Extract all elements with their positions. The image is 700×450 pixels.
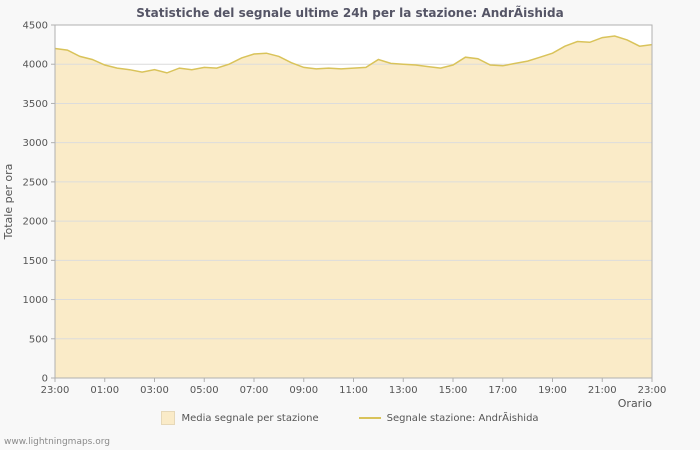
x-tick-label: 17:00 [488,385,517,396]
x-tick-label: 03:00 [140,385,169,396]
y-tick-label: 2000 [23,217,48,228]
line-swatch-icon [358,417,381,419]
y-tick-label: 4500 [23,21,48,32]
chart-title: Statistiche del segnale ultime 24h per l… [136,6,564,20]
watermark: www.lightningmaps.org [4,437,110,447]
x-tick-label: 01:00 [90,385,119,396]
x-tick-label: 05:00 [190,385,219,396]
x-tick-label: 19:00 [538,385,567,396]
x-tick-label: 23:00 [638,385,667,396]
y-tick-label: 3500 [23,99,48,110]
legend-label-station: Segnale stazione: AndrÃishida [386,412,539,424]
y-tick-label: 0 [42,374,48,385]
y-tick-label: 2500 [23,177,48,188]
legend-item-station: Segnale stazione: AndrÃishida [358,412,539,424]
y-tick-label: 3000 [23,138,48,149]
y-tick-label: 500 [29,334,48,345]
signal-area-chart: 0 500 1000 1500 2000 2500 3000 3500 4000 4500 23:0… [2,21,667,411]
legend-label-media: Media segnale per stazione [181,412,319,424]
y-axis-title: Totale per ora [2,164,15,241]
x-tick-label: 23:00 [41,385,70,396]
y-tick-label: 1000 [23,295,48,306]
x-tick-label: 13:00 [389,385,418,396]
x-tick-label: 11:00 [339,385,368,396]
x-tick-label: 07:00 [240,385,269,396]
x-tick-label: 21:00 [588,385,617,396]
y-tick-label: 4000 [23,60,48,71]
y-tick-label: 1500 [23,256,48,267]
legend: Media segnale per stazione Segnale stazi… [0,411,700,425]
legend-item-media: Media segnale per stazione [161,411,319,425]
area-swatch-icon [161,411,176,425]
line-series [54,35,653,74]
area-series [55,36,652,378]
x-axis-title: Orario [618,397,653,410]
x-tick-label: 09:00 [289,385,318,396]
x-tick-label: 15:00 [439,385,468,396]
